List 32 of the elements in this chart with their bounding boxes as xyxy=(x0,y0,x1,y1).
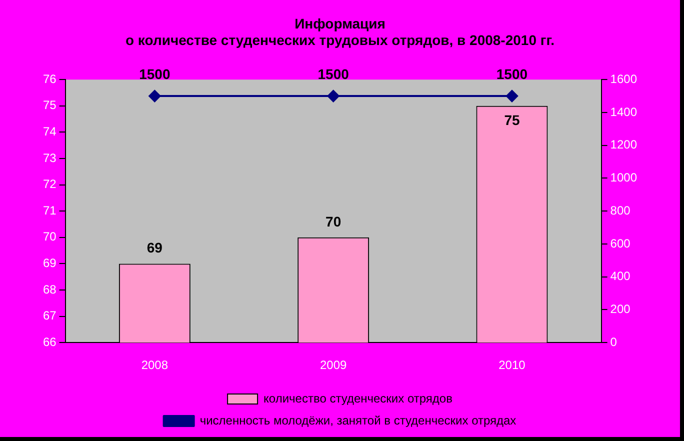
y2-tick-label: 200 xyxy=(610,302,631,316)
y-tick-label: 74 xyxy=(42,124,57,139)
legend-label: численность молодёжи, занятой в студенческих отрядах xyxy=(200,413,516,428)
y-tick-label: 68 xyxy=(42,282,57,296)
y-tick-label: 66 xyxy=(42,334,57,349)
y2-tick-label: 400 xyxy=(610,269,631,284)
y2-tick-label: 800 xyxy=(610,203,631,218)
data-label: 75 xyxy=(504,112,520,128)
y-tick-label: 67 xyxy=(42,308,57,323)
y-tick-label: 72 xyxy=(42,177,57,192)
x-tick-label: 2010 xyxy=(498,358,526,372)
y2-tick-label: 1200 xyxy=(610,138,638,152)
y2-tick-label: 600 xyxy=(610,236,631,250)
y2-tick-label: 1000 xyxy=(610,170,638,185)
y-tick-label: 71 xyxy=(42,203,57,218)
y2-tick-label: 1600 xyxy=(610,72,638,86)
data-label: 70 xyxy=(326,213,342,230)
chart-title: Информация о количестве студенческих трудовых отрядов, в 2008-2010 гг. xyxy=(125,15,555,48)
y2-tick-label: 0 xyxy=(610,334,618,349)
x-tick-label: 2008 xyxy=(141,358,168,372)
y-tick-label: 75 xyxy=(42,98,57,112)
data-label: 1500 xyxy=(496,66,528,82)
y-tick-label: 76 xyxy=(42,72,57,86)
y-tick-label: 73 xyxy=(42,150,57,165)
data-label: 1500 xyxy=(318,66,350,82)
x-tick-label: 2009 xyxy=(320,358,347,372)
y2-tick-label: 1400 xyxy=(610,104,638,119)
y-tick-label: 70 xyxy=(42,230,57,244)
y-tick-label: 69 xyxy=(42,256,57,270)
legend-label: количество студенческих отрядов xyxy=(264,391,452,406)
data-label: 69 xyxy=(146,240,163,256)
data-label: 1500 xyxy=(139,66,170,82)
